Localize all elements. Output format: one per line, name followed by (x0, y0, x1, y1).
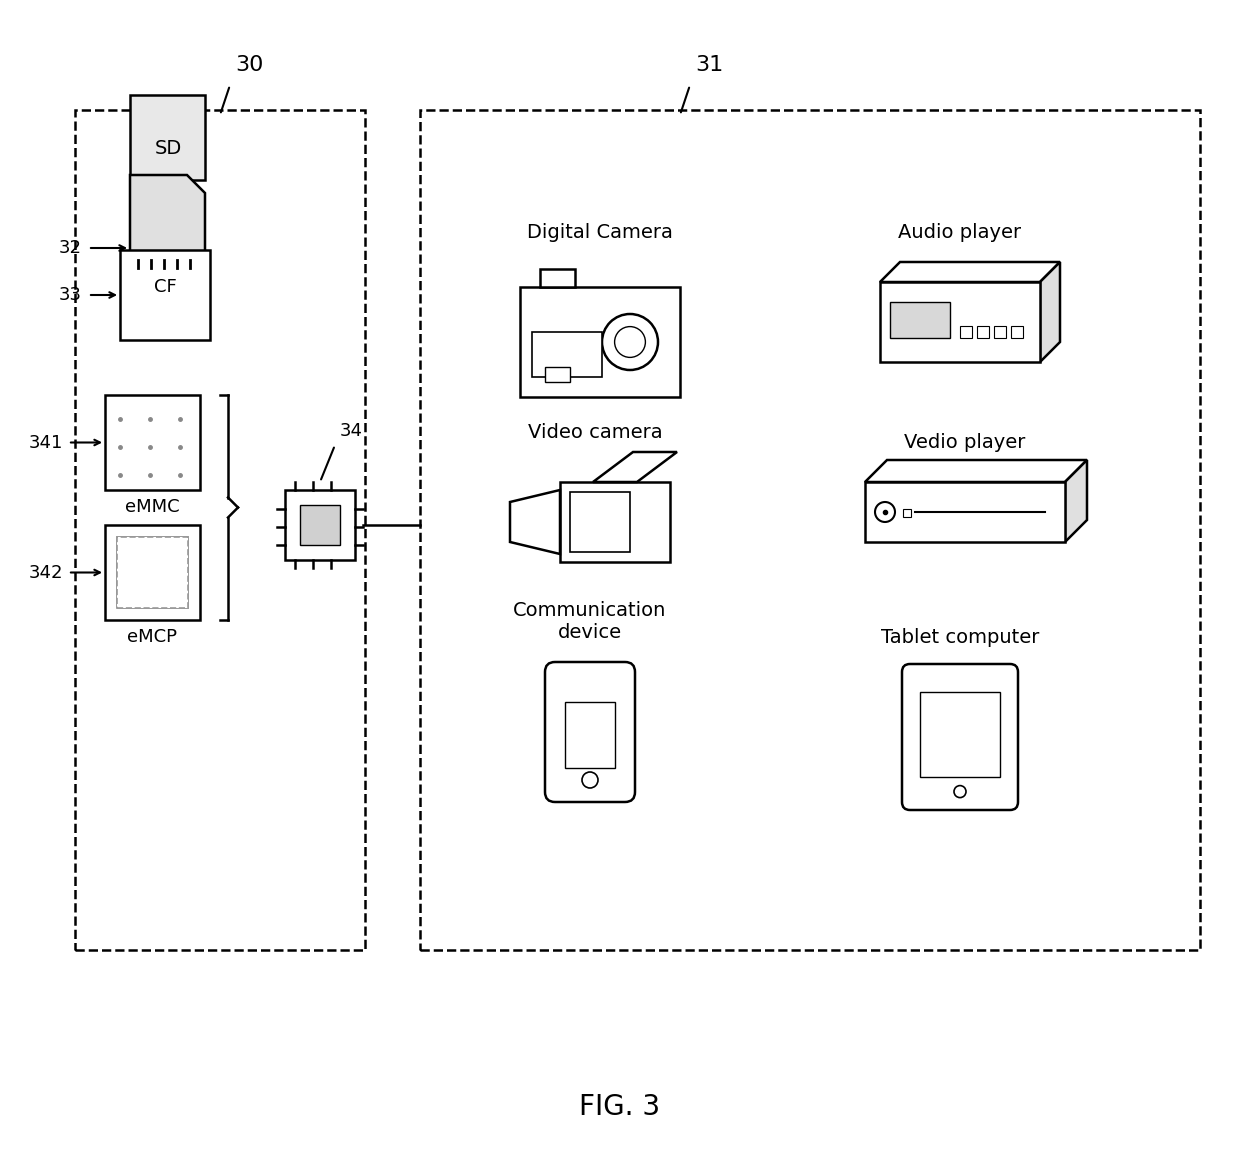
FancyBboxPatch shape (117, 537, 188, 608)
Text: 30: 30 (236, 55, 263, 76)
FancyBboxPatch shape (546, 662, 635, 802)
Text: FIG. 3: FIG. 3 (579, 1093, 661, 1121)
FancyBboxPatch shape (890, 302, 950, 338)
FancyBboxPatch shape (570, 492, 630, 552)
Text: 342: 342 (29, 564, 63, 581)
FancyBboxPatch shape (117, 537, 188, 608)
FancyBboxPatch shape (300, 505, 340, 545)
FancyBboxPatch shape (130, 95, 205, 180)
FancyBboxPatch shape (977, 327, 990, 338)
FancyBboxPatch shape (903, 509, 911, 517)
FancyBboxPatch shape (560, 482, 670, 562)
Polygon shape (130, 175, 205, 260)
Text: eMCP: eMCP (126, 627, 177, 646)
FancyBboxPatch shape (866, 482, 1065, 541)
Text: Digital Camera: Digital Camera (527, 223, 673, 242)
Text: 33: 33 (60, 286, 82, 304)
FancyBboxPatch shape (546, 367, 570, 382)
Text: SD: SD (154, 139, 181, 158)
FancyBboxPatch shape (960, 327, 972, 338)
FancyBboxPatch shape (539, 268, 575, 287)
Polygon shape (880, 261, 1060, 282)
Polygon shape (510, 490, 560, 554)
FancyBboxPatch shape (1011, 327, 1023, 338)
FancyBboxPatch shape (532, 332, 601, 376)
Text: Audio player: Audio player (899, 223, 1022, 242)
FancyBboxPatch shape (120, 250, 210, 340)
Text: 341: 341 (29, 433, 63, 452)
Polygon shape (593, 452, 677, 482)
FancyBboxPatch shape (565, 702, 615, 768)
Text: 31: 31 (694, 55, 723, 76)
Polygon shape (1065, 460, 1087, 541)
Text: Vedio player: Vedio player (904, 433, 1025, 452)
Text: CF: CF (154, 278, 176, 296)
FancyBboxPatch shape (105, 395, 200, 490)
FancyBboxPatch shape (520, 287, 680, 397)
Polygon shape (866, 460, 1087, 482)
FancyBboxPatch shape (285, 490, 355, 560)
FancyBboxPatch shape (994, 327, 1006, 338)
FancyBboxPatch shape (105, 525, 200, 621)
Text: Tablet computer: Tablet computer (880, 627, 1039, 647)
FancyBboxPatch shape (901, 664, 1018, 810)
Text: 32: 32 (60, 239, 82, 257)
FancyBboxPatch shape (920, 693, 999, 777)
FancyBboxPatch shape (880, 282, 1040, 363)
Text: 34: 34 (340, 422, 363, 440)
Text: Communication
device: Communication device (513, 601, 667, 641)
Polygon shape (1040, 261, 1060, 363)
Text: eMMC: eMMC (125, 498, 180, 516)
Text: Video camera: Video camera (528, 423, 662, 442)
